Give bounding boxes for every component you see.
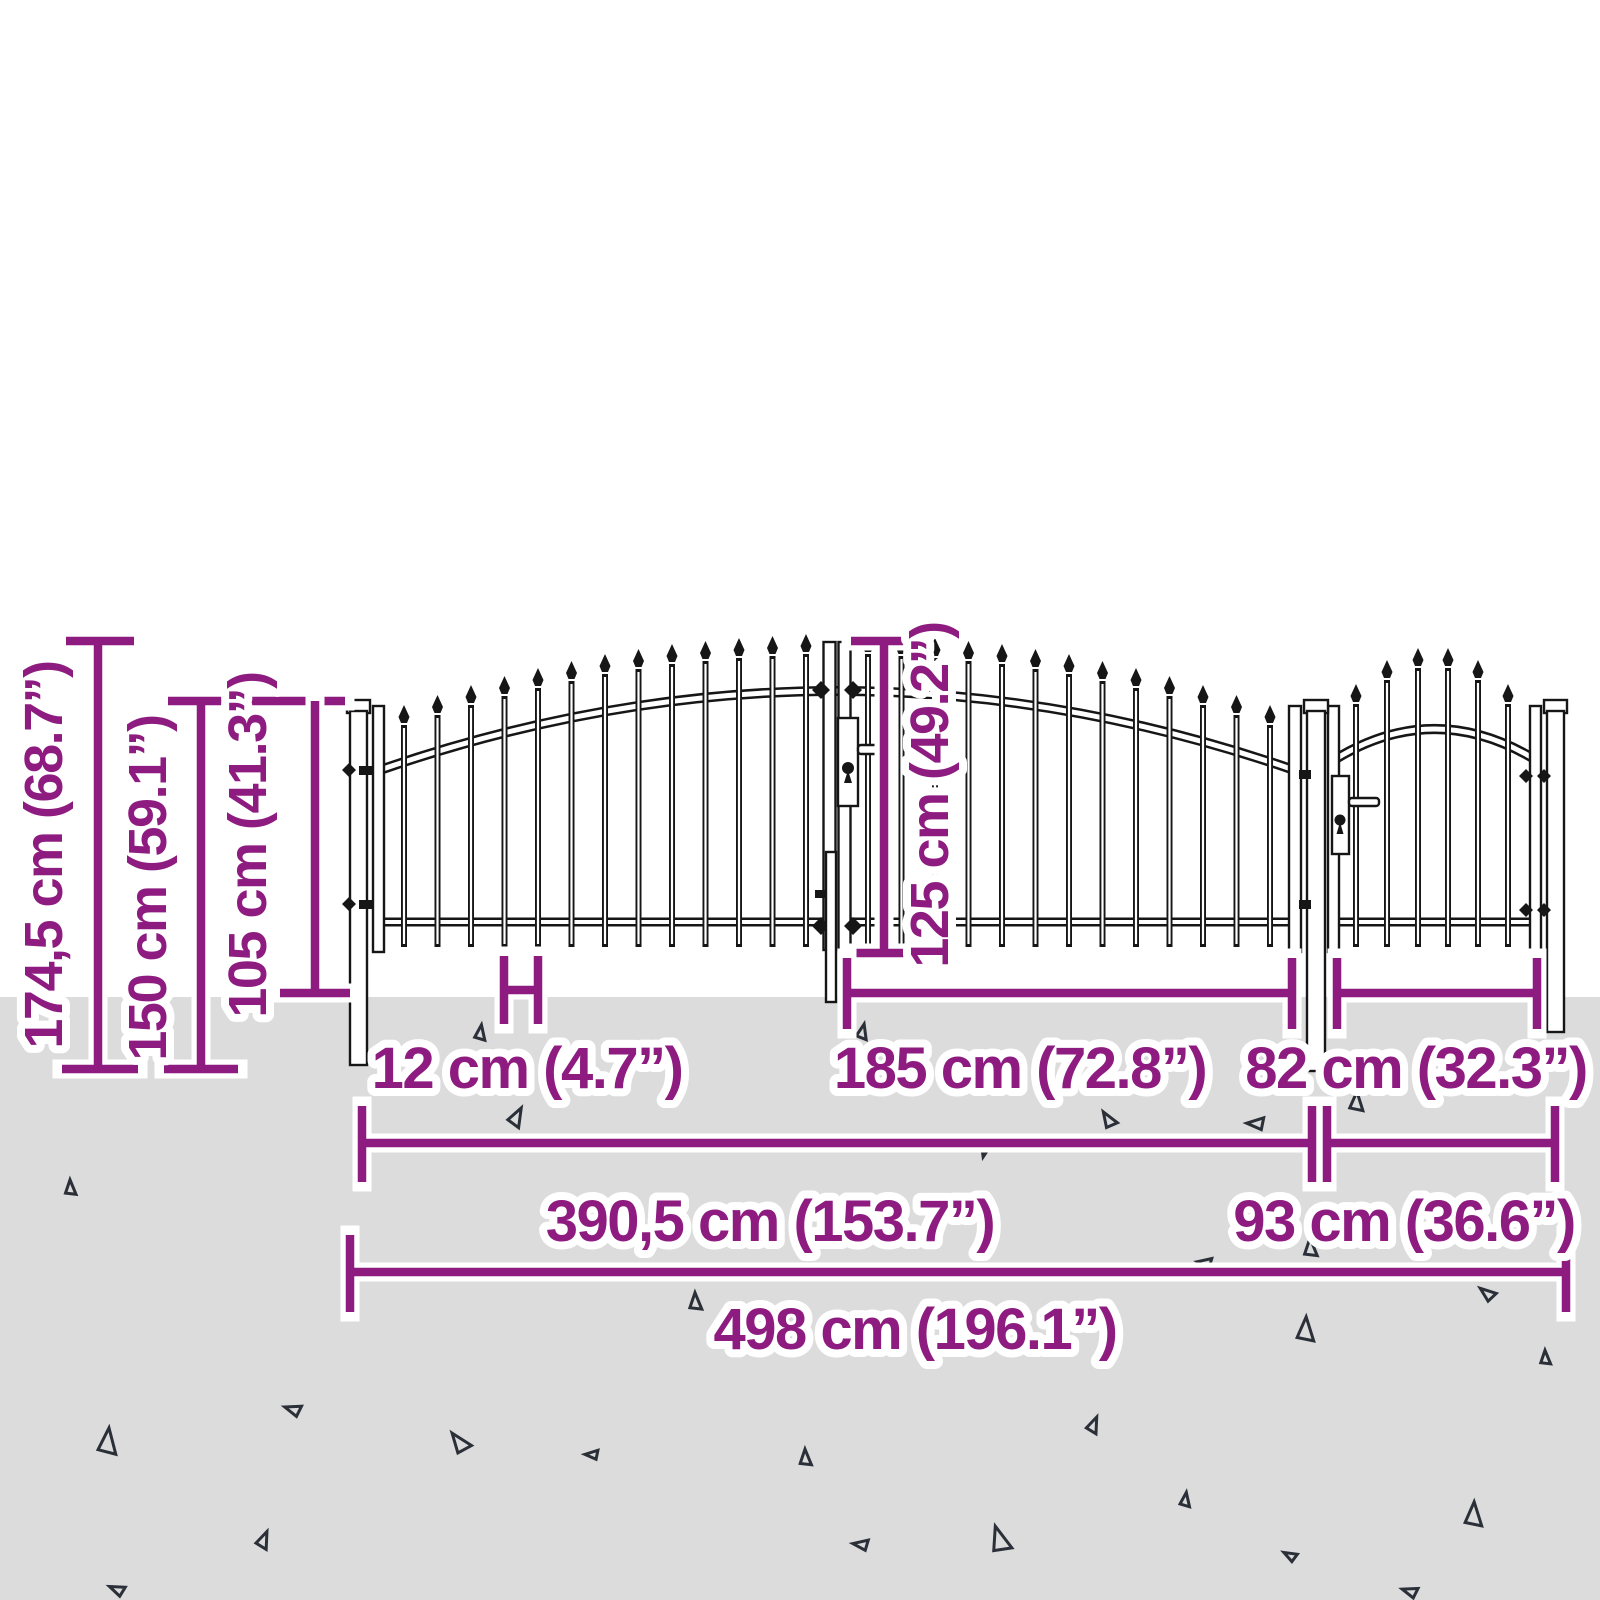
- right-leaf-hinge-bottom: [1299, 900, 1311, 909]
- confetti-triangle: [848, 1538, 871, 1553]
- confetti-triangle: [1347, 1087, 1366, 1113]
- right-leaf-hinge-stile: [1287, 704, 1303, 954]
- confetti-triangle: [1242, 1115, 1266, 1132]
- dimension-small-section-width: [1317, 1096, 1565, 1192]
- confetti-triangle: [580, 1448, 600, 1462]
- confetti-triangle: [1462, 1497, 1484, 1528]
- confetti-triangle: [1083, 1413, 1099, 1437]
- confetti-triangle: [95, 1423, 118, 1457]
- label-total-width: 498 cm (196.1”): [713, 1297, 1116, 1362]
- confetti-triangle: [63, 1175, 79, 1197]
- confetti-triangle: [854, 1019, 868, 1042]
- right-post: [1545, 709, 1566, 1034]
- confetti-triangle: [1294, 1312, 1316, 1343]
- gate-handle-small: [1347, 796, 1381, 808]
- left-hinge-top: [359, 766, 373, 775]
- keyhole-icon: [842, 762, 854, 774]
- left-hinge-bottom: [359, 900, 373, 909]
- middle-post: [1305, 709, 1327, 1073]
- dimension-lower-height: [270, 691, 360, 1003]
- left-post: [348, 709, 369, 1067]
- dimension-total-width: [340, 1225, 1576, 1322]
- dimension-annotations: 174,5 cm (68.7”) 150 cm (59.1”) 105 cm (…: [6, 614, 1596, 1370]
- dimension-leaf-width: [837, 948, 1302, 1039]
- confetti-triangles: [63, 1019, 1553, 1600]
- confetti-triangle: [1280, 1550, 1301, 1564]
- confetti-triangle: [992, 1522, 1015, 1553]
- confetti-triangle: [798, 1444, 814, 1467]
- confetti-triangle: [449, 1429, 475, 1456]
- confetti-triangle: [505, 1104, 524, 1131]
- confetti-triangle: [105, 1584, 128, 1599]
- confetti-triangle: [1538, 1346, 1553, 1366]
- confetti-triangle: [280, 1404, 304, 1419]
- keyhole-wedge-small: [1336, 822, 1344, 834]
- label-total-height: 174,5 cm (68.7”): [14, 661, 74, 1048]
- right-leaf-hinge-top: [1299, 770, 1311, 779]
- confetti-triangle: [1398, 1586, 1421, 1600]
- dimension-inner-height: [841, 631, 928, 963]
- single-gate-right-stile: [1528, 704, 1543, 954]
- confetti-triangle: [472, 1020, 487, 1043]
- label-small-section-width: 93 cm (36.6”): [1233, 1189, 1575, 1254]
- label-small-gate-width: 82 cm (32.3”): [1245, 1036, 1587, 1101]
- label-leaf-width: 185 cm (72.8”): [834, 1036, 1206, 1101]
- posts: [345, 698, 1569, 1073]
- label-gate-height: 150 cm (59.1”): [118, 715, 178, 1060]
- dimension-double-gate-width: [352, 1096, 1322, 1192]
- drop-rod-foot: [815, 890, 826, 898]
- label-lower-height: 105 cm (41.3”): [218, 672, 278, 1017]
- label-bar-spacing: 12 cm (4.7”): [372, 1036, 683, 1101]
- confetti-triangle: [687, 1288, 705, 1311]
- dimension-small-gate-width: [1327, 948, 1547, 1039]
- left-leaf-hinge-stile: [371, 704, 386, 954]
- confetti-triangle: [1476, 1285, 1500, 1304]
- picket-bars: [401, 654, 1511, 947]
- confetti-triangle: [1101, 1108, 1121, 1130]
- hinge-hardware: [342, 681, 1551, 935]
- drop-rod: [824, 850, 838, 1004]
- single-gate-lock: [1330, 774, 1381, 856]
- double-gate-arch-rail: [378, 686, 1296, 775]
- label-double-gate-width: 390,5 cm (153.7”): [546, 1189, 994, 1254]
- label-inner-height: 125 cm (49.2”): [900, 622, 960, 967]
- dimension-total-height: [52, 631, 148, 1079]
- confetti-triangle: [253, 1527, 269, 1552]
- keyhole-icon-small: [1334, 814, 1346, 826]
- dimension-bar-spacing: [494, 946, 548, 1034]
- keyhole-wedge: [844, 770, 852, 783]
- confetti-triangle: [1302, 1233, 1320, 1258]
- confetti-triangle: [1177, 1488, 1192, 1509]
- gate-drawing: [342, 634, 1569, 1073]
